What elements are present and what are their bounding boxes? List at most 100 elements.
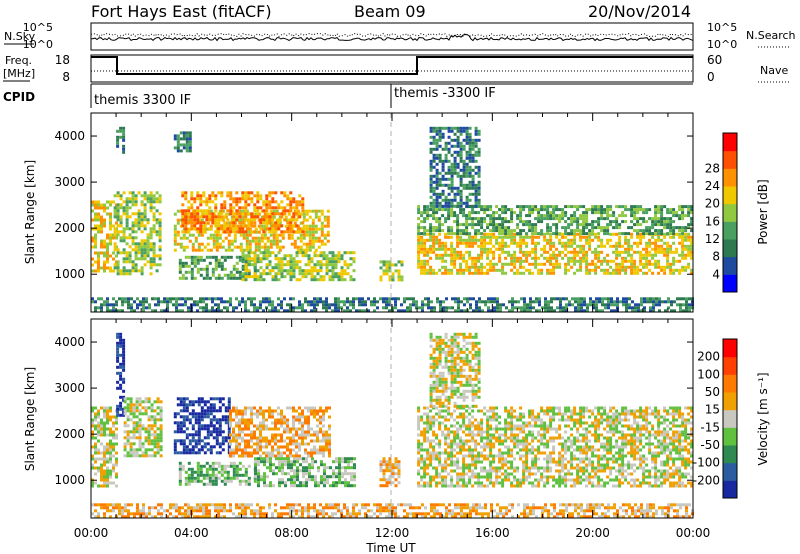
scatter-cell	[292, 257, 296, 261]
scatter-cell	[438, 183, 442, 187]
scatter-cell	[337, 278, 341, 282]
scatter-cell	[220, 479, 224, 483]
scatter-cell	[432, 229, 436, 233]
scatter-cell	[459, 141, 463, 145]
scatter-cell	[158, 227, 162, 231]
scatter-cell	[379, 278, 383, 282]
scatter-cell	[558, 253, 562, 257]
scatter-cell	[238, 276, 242, 280]
scatter-cell	[438, 177, 442, 181]
scatter-cell	[429, 150, 433, 154]
scatter-cell	[206, 433, 210, 437]
scatter-cell	[630, 265, 634, 269]
scatter-cell	[477, 232, 481, 236]
scatter-cell	[221, 436, 225, 440]
scatter-cell	[661, 300, 664, 304]
scatter-cell	[109, 442, 112, 446]
scatter-cell	[106, 233, 109, 237]
scatter-cell	[307, 303, 310, 307]
scatter-cell	[603, 208, 607, 212]
scatter-cell	[187, 209, 191, 213]
scatter-cell	[292, 306, 295, 310]
scatter-cell	[274, 409, 277, 413]
scatter-cell	[106, 484, 109, 488]
scatter-cell	[142, 303, 145, 307]
scatter-cell	[244, 433, 247, 437]
scatter-cell	[432, 159, 436, 163]
scatter-cell	[123, 445, 127, 449]
scatter-cell	[129, 442, 133, 446]
scatter-cell	[97, 439, 100, 443]
scatter-cell	[612, 259, 616, 263]
scatter-cell	[106, 442, 109, 446]
scatter-cell	[538, 309, 541, 313]
scatter-cell	[498, 259, 502, 263]
scatter-cell	[409, 297, 412, 301]
scatter-cell	[474, 192, 478, 196]
scatter-cell	[137, 251, 141, 255]
scatter-cell	[271, 200, 275, 204]
scatter-cell	[606, 241, 610, 245]
scatter-cell	[250, 251, 254, 255]
scatter-cell	[621, 250, 625, 254]
scatter-cell	[113, 212, 117, 216]
scatter-cell	[469, 303, 472, 307]
scatter-cell	[229, 421, 232, 425]
scatter-cell	[280, 439, 283, 443]
scatter-cell	[188, 140, 192, 144]
scatter-cell	[681, 229, 685, 233]
scatter-cell	[516, 217, 520, 221]
scatter-cell	[194, 400, 198, 404]
scatter-cell	[188, 146, 192, 150]
scatter-cell	[188, 439, 192, 443]
scatter-cell	[187, 221, 191, 225]
scatter-cell	[447, 126, 451, 130]
scatter-cell	[274, 272, 278, 276]
scatter-cell	[660, 217, 664, 221]
scatter-cell	[263, 245, 267, 249]
scatter-cell	[190, 224, 194, 228]
scatter-cell	[188, 134, 192, 138]
scatter-cell	[218, 421, 222, 425]
scatter-cell	[435, 171, 439, 175]
scatter-cell	[115, 260, 118, 264]
scatter-cell	[235, 218, 239, 222]
scatter-cell	[459, 238, 463, 242]
scatter-cell	[238, 197, 242, 201]
scatter-cell	[122, 239, 126, 243]
scatter-cell	[184, 227, 188, 231]
scatter-cell	[229, 442, 232, 446]
scatter-cell	[277, 224, 281, 228]
scatter-cell	[122, 206, 126, 210]
scatter-cell	[130, 306, 133, 310]
scatter-cell	[100, 424, 103, 428]
scatter-cell	[508, 300, 511, 304]
scatter-cell	[250, 421, 253, 425]
scatter-cell	[185, 245, 189, 249]
scatter-cell	[217, 212, 221, 216]
scatter-cell	[220, 261, 224, 265]
scatter-cell	[462, 147, 466, 151]
scatter-cell	[289, 260, 293, 264]
scatter-cell	[385, 263, 389, 267]
scatter-cell	[109, 239, 112, 243]
scatter-cell	[253, 406, 256, 410]
scatter-cell	[173, 242, 177, 246]
scatter-cell	[244, 448, 247, 452]
scatter-cell	[320, 233, 324, 237]
scatter-cell	[340, 254, 344, 258]
scatter-cell	[147, 427, 151, 431]
scatter-cell	[299, 236, 303, 240]
scatter-cell	[690, 256, 694, 260]
scatter-cell	[122, 272, 126, 276]
scatter-cell	[486, 232, 490, 236]
scatter-cell	[630, 214, 634, 218]
scatter-cell	[678, 217, 682, 221]
scatter-cell	[471, 220, 475, 224]
scatter-cell	[313, 269, 317, 273]
scatter-cell	[158, 200, 162, 204]
scatter-cell	[158, 236, 162, 240]
scatter-cell	[317, 239, 321, 243]
scatter-cell	[185, 406, 189, 410]
scatter-cell	[238, 445, 241, 449]
